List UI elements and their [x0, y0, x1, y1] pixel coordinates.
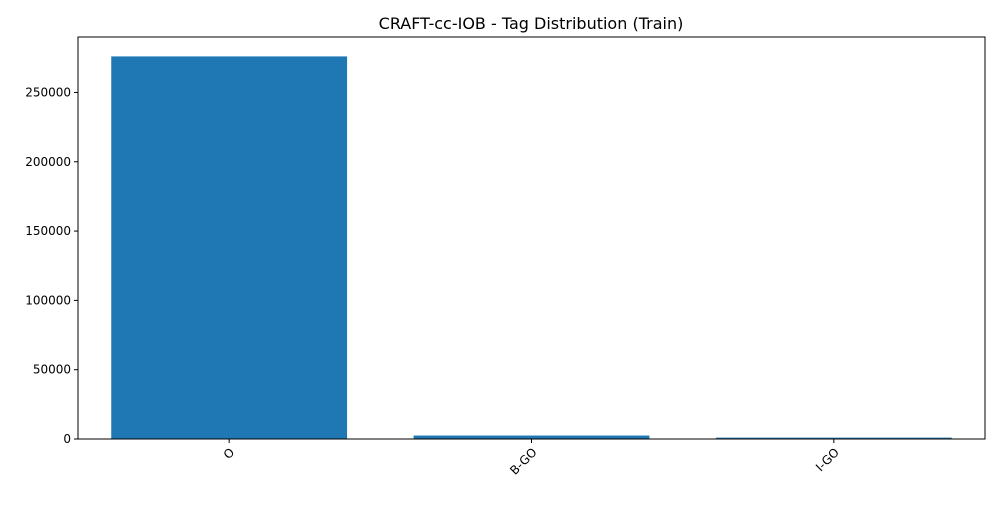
- x-tick-label: B-GO: [507, 445, 539, 477]
- plot-frame: [77, 36, 986, 440]
- x-tick-label: O: [221, 445, 238, 462]
- bar-o: [111, 56, 348, 440]
- bar-i-go: [715, 437, 952, 439]
- y-tick-label: 150000: [25, 224, 71, 238]
- x-tick-label: I-GO: [813, 445, 842, 474]
- y-tick-label: 200000: [25, 155, 71, 169]
- y-tick-label: 100000: [25, 293, 71, 307]
- y-axis: 0 50000 100000 150000 200000 250000: [25, 85, 78, 446]
- y-tick-label: 50000: [33, 363, 71, 377]
- chart-title: CRAFT-cc-IOB - Tag Distribution (Train): [379, 14, 684, 33]
- x-axis: O B-GO I-GO: [221, 439, 842, 478]
- bar-b-go: [413, 435, 650, 439]
- bars-group: [111, 56, 952, 440]
- y-tick-label: 0: [63, 432, 71, 446]
- y-tick-label: 250000: [25, 85, 71, 99]
